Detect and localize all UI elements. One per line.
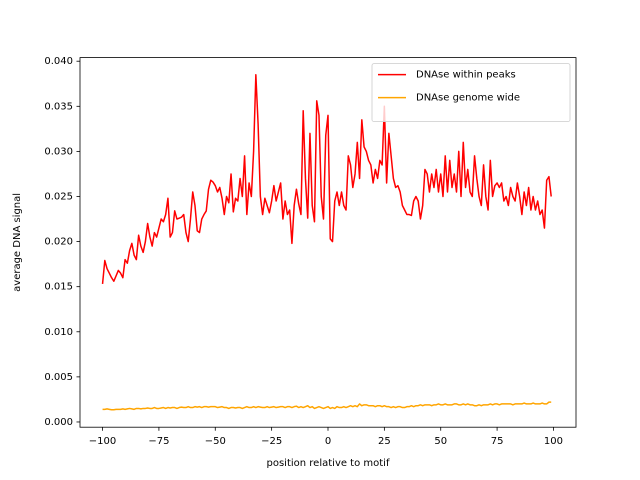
y-axis-label: average DNA signal: [12, 193, 23, 292]
x-tick-label: −50: [205, 436, 226, 447]
legend-box: [371, 63, 571, 122]
data-line: [101, 73, 552, 285]
x-tick-label: −75: [148, 436, 169, 447]
y-tick-label: 0.030: [44, 146, 73, 157]
y-tick-label: 0.020: [44, 237, 73, 248]
y-tick-label: 0.035: [44, 101, 73, 112]
y-tick-label: 0.040: [44, 56, 73, 67]
x-tick-label: 50: [434, 436, 447, 447]
x-tick-label: 0: [325, 436, 331, 447]
y-tick-label: 0.015: [44, 282, 73, 293]
y-tick-label: 0.005: [44, 372, 73, 383]
data-line: [102, 401, 552, 411]
x-tick-label: 100: [544, 436, 563, 447]
y-tick-label: 0.010: [44, 327, 73, 338]
legend-label: DNAse genome wide: [416, 93, 520, 104]
x-tick-label: 25: [378, 436, 391, 447]
plot-area: [101, 73, 552, 411]
x-tick-label: 75: [491, 436, 504, 447]
y-tick-label: 0.025: [44, 191, 73, 202]
y-tick-label: 0.000: [44, 417, 73, 428]
x-tick-label: −100: [89, 436, 116, 447]
legend-label: DNAse within peaks: [416, 70, 516, 81]
x-axis-label: position relative to motif: [267, 458, 390, 469]
x-tick-label: −25: [261, 436, 282, 447]
